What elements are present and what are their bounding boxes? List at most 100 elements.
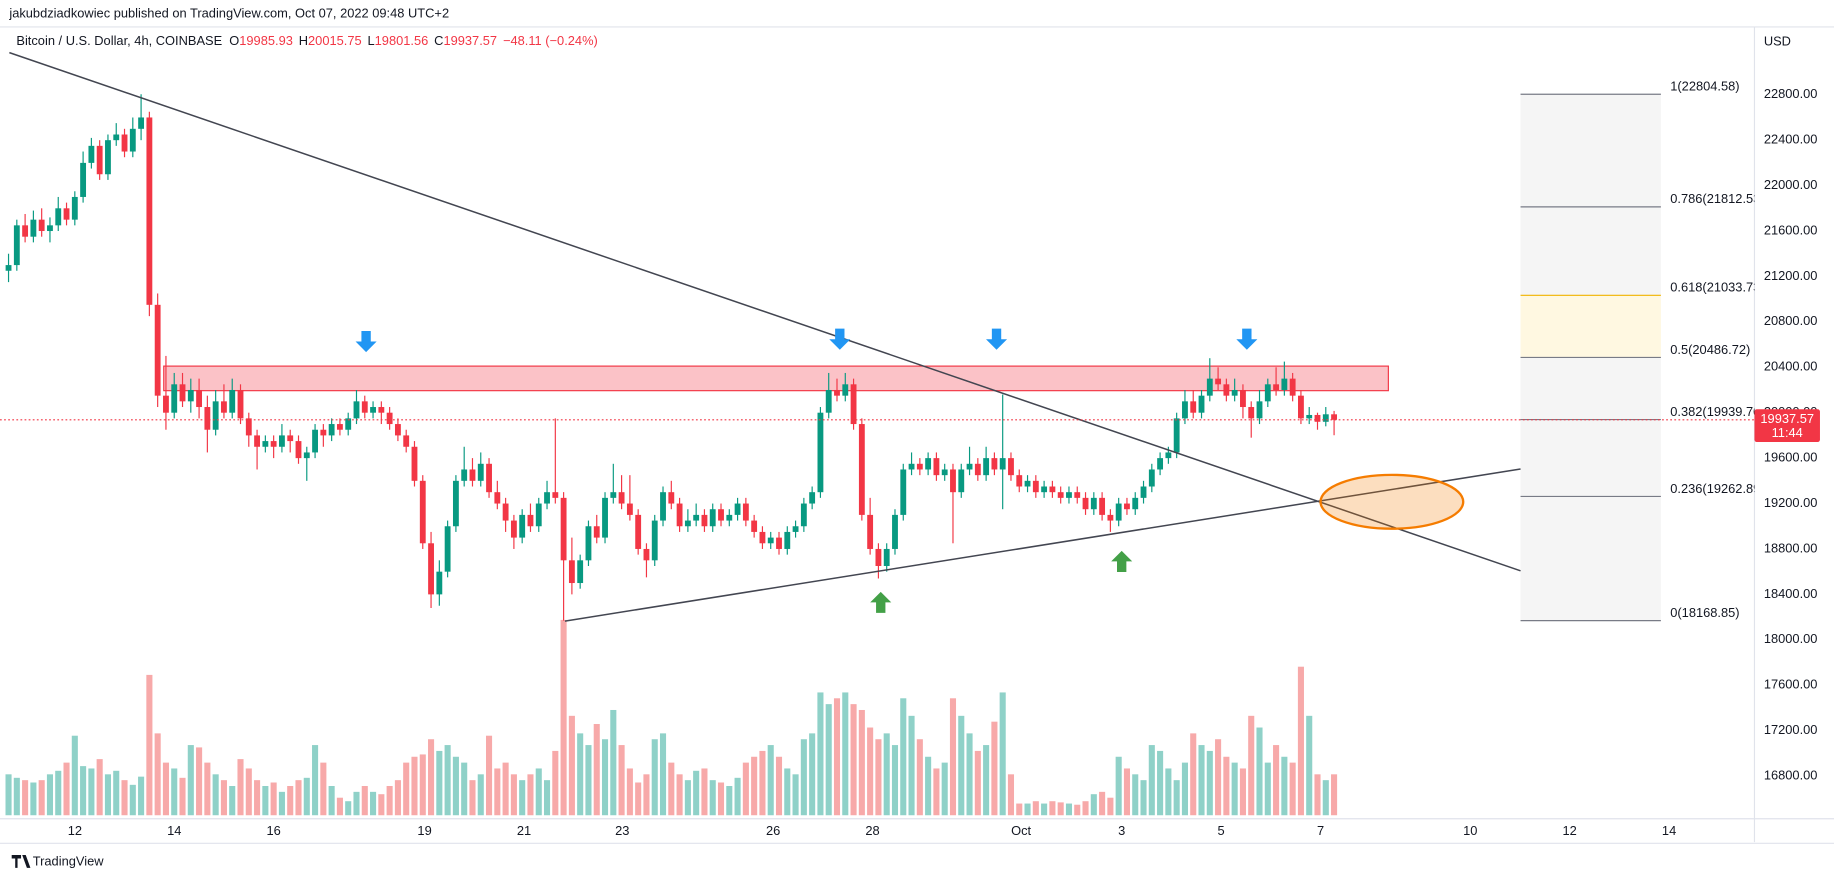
volume-bar: [129, 784, 136, 816]
volume-bar: [709, 780, 716, 816]
volume-bar: [436, 750, 443, 816]
volume-bar: [1007, 774, 1015, 816]
volume-bar: [171, 768, 178, 816]
volume-bar: [1049, 801, 1056, 816]
x-tick-label: 26: [766, 823, 780, 838]
candle-body: [991, 458, 998, 470]
fib-level-label: 0.786(21812.53): [1670, 191, 1764, 206]
candle-body: [602, 497, 608, 538]
candle-body: [1099, 497, 1106, 515]
candle-body: [30, 219, 37, 237]
candle-body: [875, 548, 882, 566]
candle-body: [552, 492, 559, 498]
ascending-trendline: [564, 468, 1521, 622]
x-tick-label: 28: [865, 823, 879, 838]
volume-bar: [883, 733, 890, 816]
candle-body: [850, 384, 857, 425]
candle-body: [212, 401, 219, 430]
y-tick-label: 18000.00: [1764, 631, 1818, 646]
x-tick-label: 21: [517, 823, 531, 838]
candle-body: [1264, 384, 1271, 402]
candle-body: [1231, 389, 1238, 396]
plot-area: 1(22804.58) 0.786(21812.53) 0.618(21033.73…: [0, 51, 1764, 816]
candle-body: [486, 463, 492, 493]
x-tick-label: 7: [1317, 823, 1324, 838]
y-tick-label: 18800.00: [1764, 540, 1818, 555]
candle-body: [403, 435, 410, 447]
volume-bar: [452, 756, 459, 816]
volume-bar: [941, 762, 948, 816]
candle-body: [1198, 395, 1205, 413]
candle-body: [477, 463, 484, 481]
volume-bar: [659, 733, 667, 816]
volume-bar: [842, 692, 849, 816]
volume-bar: [1190, 733, 1197, 816]
candle-body: [535, 503, 542, 527]
y-tick-label: 19600.00: [1764, 450, 1818, 465]
candle-body: [668, 492, 675, 504]
volume-bar: [419, 754, 426, 816]
candle-body: [1148, 469, 1155, 487]
candle-body: [974, 463, 981, 476]
volume-bar: [336, 797, 343, 816]
volume-bar: [71, 735, 78, 816]
volume-bar: [726, 786, 733, 816]
candle-body: [1256, 401, 1263, 419]
volume-bar: [983, 745, 990, 816]
price-tag-countdown: 11:44: [1772, 425, 1803, 440]
candle-body: [560, 497, 567, 561]
x-tick-label: 12: [1563, 823, 1577, 838]
volume-bar: [643, 774, 650, 816]
candle-body: [1215, 378, 1222, 385]
candle-body: [577, 560, 584, 584]
candle-body: [146, 117, 153, 305]
volume-bar: [212, 774, 219, 816]
volume-bar: [104, 774, 111, 816]
volume-bar: [486, 735, 493, 816]
candle-body: [900, 469, 907, 515]
volume-bar: [1206, 750, 1213, 816]
candle-body: [494, 492, 501, 504]
y-tick-label: 20400.00: [1764, 359, 1818, 374]
volume-bar: [1024, 803, 1031, 816]
volume-bar: [370, 791, 377, 816]
candle-body: [883, 548, 890, 566]
candle-body: [1115, 503, 1122, 521]
volume-bar: [1289, 762, 1296, 816]
candle-body: [1107, 514, 1114, 521]
candle-body: [1248, 407, 1255, 419]
volume-bar: [328, 786, 335, 816]
volume-bar: [88, 768, 95, 816]
volume-bar: [113, 770, 120, 816]
candle-body: [55, 208, 62, 226]
volume-bar: [254, 780, 261, 816]
candle-body: [113, 134, 120, 141]
volume-bar: [394, 780, 401, 816]
candle-body: [626, 503, 633, 515]
candle-body: [129, 128, 136, 152]
volume-bar: [1215, 739, 1222, 816]
volume-bar: [1181, 762, 1188, 816]
volume-bar: [1157, 750, 1164, 816]
legend-value: 19985.93: [239, 34, 293, 49]
volume-bar: [1273, 745, 1280, 816]
volume-bar: [361, 786, 368, 816]
candle-body: [1082, 497, 1089, 510]
volume-bar: [403, 762, 410, 816]
candle-body: [1289, 378, 1296, 396]
volume-bar: [949, 698, 957, 816]
candle-body: [336, 424, 343, 430]
candle-body: [386, 412, 393, 425]
volume-bar: [1223, 756, 1230, 816]
fib-level-label: 0.618(21033.73): [1670, 280, 1764, 295]
candle-body: [1206, 378, 1213, 396]
candle-body: [933, 458, 940, 476]
candle-body: [568, 560, 575, 584]
candle-body: [519, 514, 526, 538]
candle-body: [950, 469, 956, 493]
candle-body: [138, 117, 145, 129]
volume-bar: [80, 766, 87, 816]
volume-bar: [303, 777, 310, 816]
fib-highlight-band: [1520, 295, 1661, 358]
